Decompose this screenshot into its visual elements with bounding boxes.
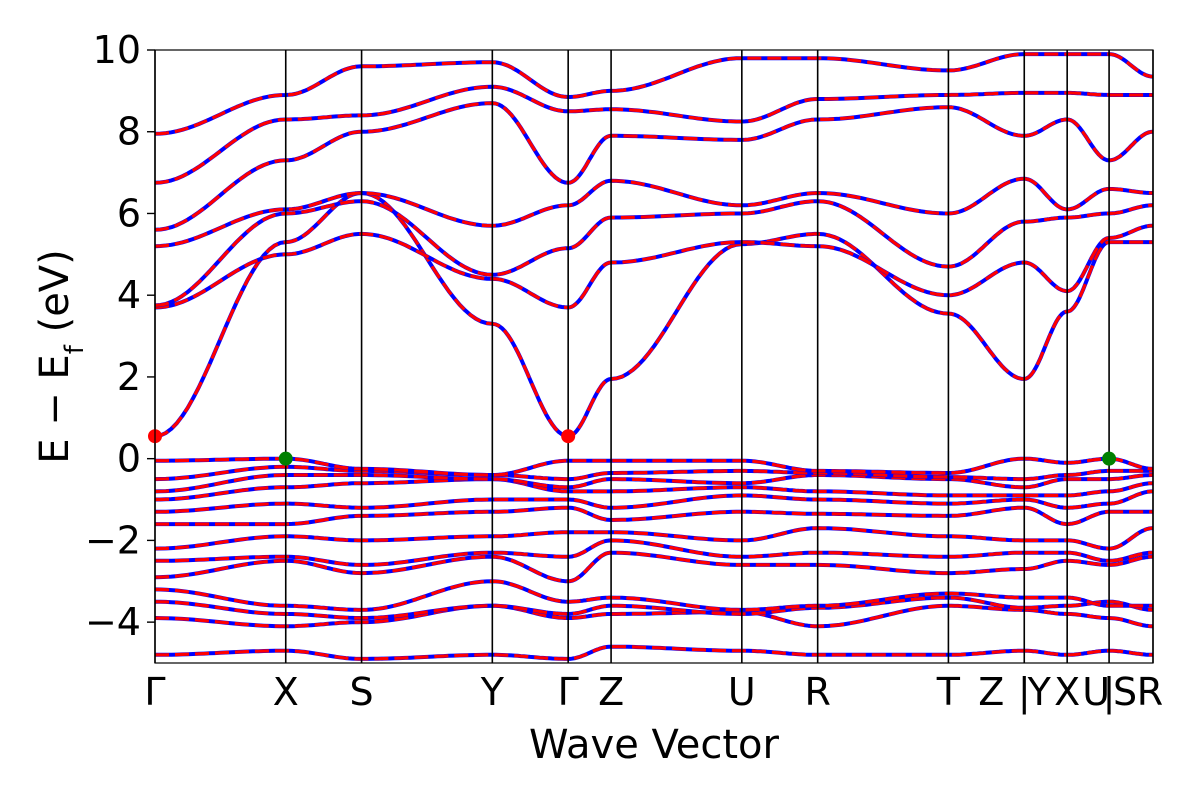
- band-13-series-1: [155, 191, 1153, 438]
- band-9-series-1: [155, 477, 1153, 502]
- x-tick-label-9: Z: [978, 670, 1004, 714]
- x-tick-label-0: Γ: [144, 670, 165, 714]
- x-tick-label-7: R: [804, 670, 830, 714]
- x-tick-label-2: S: [350, 670, 374, 714]
- cbm-marker-1: [561, 429, 576, 444]
- vbm-marker-0: [278, 451, 293, 466]
- x-axis-label: Wave Vector: [529, 722, 780, 768]
- band-7-series-1: [155, 506, 1153, 526]
- x-axis: Γ X S Y Γ Z U R T Z |Y X U|S R: [144, 670, 1163, 715]
- band-5-series-1: [155, 538, 1153, 567]
- y-axis: −4 −2 0 2 4 6 8 10: [85, 28, 155, 644]
- x-tick-label-1: X: [273, 670, 299, 714]
- band-18-series-1: [155, 85, 1153, 185]
- plot-frame: [154, 49, 1154, 664]
- x-tick-label-15: S: [1113, 670, 1137, 714]
- band-6-series-1: [155, 526, 1153, 551]
- x-tick-label-8: T: [936, 670, 961, 714]
- band-1-series-1: [155, 604, 1153, 628]
- vbm-marker-1: [1102, 451, 1117, 466]
- x-tick-label-6: U: [728, 670, 756, 714]
- band-14-series-1: [155, 224, 1153, 310]
- band-3-series-1: [155, 579, 1153, 612]
- y-tick-label-7: 10: [93, 28, 141, 72]
- x-tick-label-13: U: [1082, 670, 1110, 714]
- x-tick-label-5: Z: [598, 670, 624, 714]
- band-15-series-1: [155, 199, 1153, 307]
- x-tick-label-11: Y: [1027, 670, 1052, 714]
- band-4-series-1: [155, 551, 1153, 583]
- x-tick-label-3: Y: [480, 670, 505, 714]
- bands-layer: [155, 52, 1153, 661]
- y-axis-label-unit: (eV): [32, 249, 78, 345]
- band-19-series-1: [155, 52, 1153, 136]
- band-edge-markers: [148, 429, 1117, 466]
- y-axis-label: E − Ef (eV): [32, 249, 90, 464]
- band-12-series-1: [155, 457, 1153, 477]
- y-tick-label-5: 6: [117, 191, 141, 235]
- band-2-series-1: [155, 596, 1153, 620]
- band-8-series-1: [155, 489, 1153, 514]
- y-tick-label-1: −2: [85, 518, 141, 562]
- band-10-series-1: [155, 473, 1153, 493]
- y-tick-label-4: 4: [117, 273, 141, 317]
- y-axis-label-subscript: f: [60, 344, 90, 354]
- x-tick-label-16: R: [1137, 670, 1163, 714]
- y-tick-label-3: 2: [117, 355, 141, 399]
- y-tick-label-6: 8: [117, 110, 141, 154]
- band-16-series-1: [155, 177, 1153, 248]
- y-tick-label-0: −4: [85, 600, 141, 644]
- band-0-series-1: [155, 645, 1153, 661]
- band-11-series-1: [155, 465, 1153, 481]
- y-tick-label-2: 0: [117, 437, 141, 481]
- x-tick-label-14: |: [1103, 670, 1116, 715]
- y-axis-label-main: E − E: [32, 354, 78, 464]
- band-17-series-1: [155, 101, 1153, 232]
- x-tick-label-10: |: [1018, 670, 1031, 715]
- x-tick-label-4: Γ: [558, 670, 579, 714]
- x-tick-label-12: X: [1054, 670, 1080, 714]
